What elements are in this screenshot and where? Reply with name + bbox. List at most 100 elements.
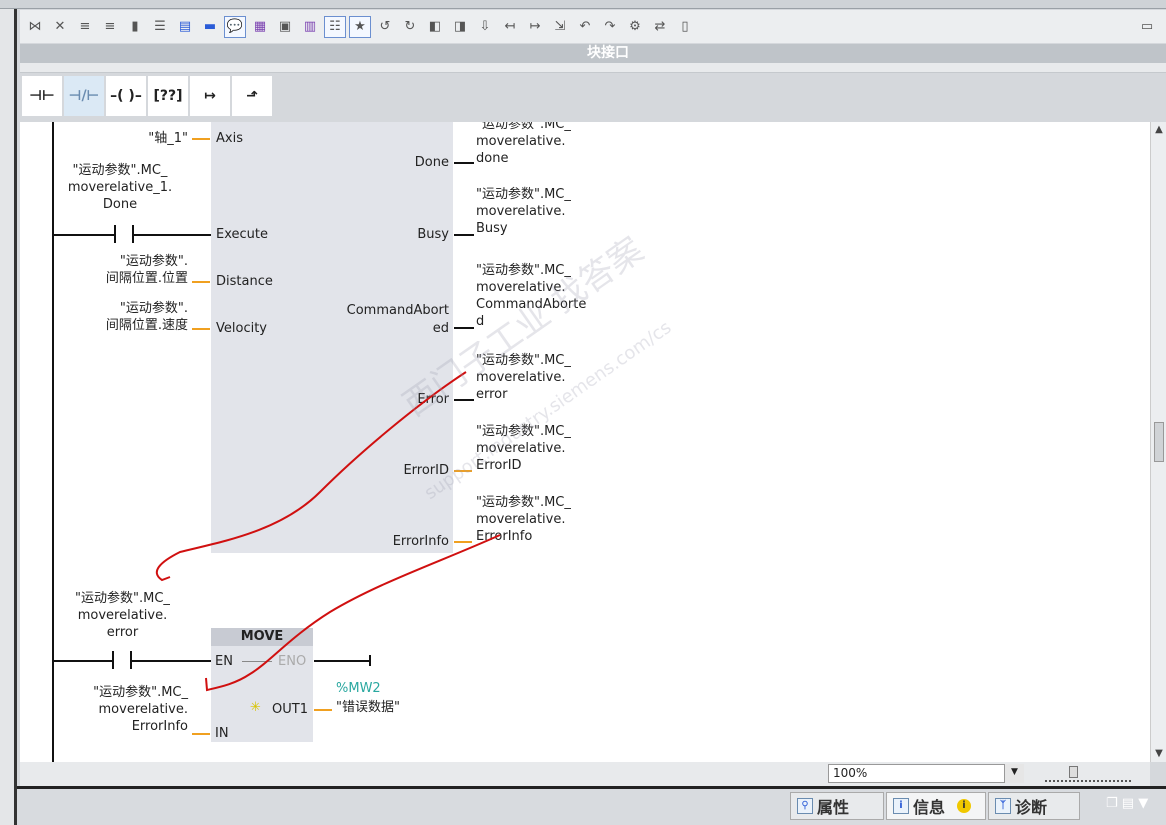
wire xyxy=(54,234,116,236)
scroll-down-icon[interactable]: ▼ xyxy=(1155,748,1163,759)
settings-icon[interactable]: ↷ xyxy=(604,19,616,34)
done-operand[interactable]: "运动参数".MC_ moverelative. done xyxy=(476,122,571,166)
error-wire xyxy=(454,399,474,401)
command-aborted-wire xyxy=(454,327,474,329)
delete-network-icon[interactable]: ✕ xyxy=(54,19,66,34)
close-branch-button[interactable]: ⬏ xyxy=(232,76,272,116)
en-eno-line xyxy=(242,661,272,662)
busy-pin: Busy xyxy=(417,227,449,242)
add-row-icon[interactable]: ≡ xyxy=(104,19,116,34)
command-aborted-pin: CommandAbort ed xyxy=(346,303,449,336)
distance-pin: Distance xyxy=(216,274,273,289)
power-rail xyxy=(52,122,54,762)
split-view-icon[interactable]: ▭ xyxy=(1140,19,1154,34)
ladder-editor[interactable]: "轴_1" Axis "运动参数".MC_ moverelative_1. Done… xyxy=(20,122,1150,762)
interface-splitter[interactable] xyxy=(20,63,1166,73)
out1-wire xyxy=(314,709,332,711)
busy-operand[interactable]: "运动参数".MC_ moverelative. Busy xyxy=(476,187,571,236)
zoom-slider-handle[interactable] xyxy=(1069,766,1079,778)
monitor-on-icon[interactable]: ⚙ xyxy=(629,19,641,34)
float-icon: ❐ xyxy=(1106,796,1118,811)
execute-contact-operand[interactable]: "运动参数".MC_ moverelative_1. Done xyxy=(67,163,173,212)
in-operand[interactable]: "运动参数".MC_ moverelative. ErrorInfo xyxy=(93,685,188,734)
velocity-pin: Velocity xyxy=(216,321,267,336)
monitor-icon[interactable]: ↺ xyxy=(379,19,391,34)
goto-icon[interactable]: ↶ xyxy=(579,19,591,34)
layout-icon: ▤ xyxy=(1121,796,1135,811)
busy-wire xyxy=(454,234,474,236)
out1-operand[interactable]: "错误数据" xyxy=(336,700,400,715)
errorinfo-wire xyxy=(454,541,472,543)
out1-pin: OUT1 xyxy=(272,702,308,717)
insert-row-icon[interactable]: ≡ xyxy=(79,19,91,34)
jump-back-icon[interactable]: ↤ xyxy=(504,19,516,34)
eno-wire xyxy=(314,660,370,662)
scroll-thumb[interactable] xyxy=(1154,422,1164,462)
insert-network-icon[interactable]: ⋈ xyxy=(28,19,42,34)
networks-close-icon[interactable]: ▬ xyxy=(203,19,217,34)
command-aborted-operand[interactable]: "运动参数".MC_ moverelative. CommandAborte d xyxy=(476,263,587,329)
menu-down-icon: ▼ xyxy=(1138,796,1149,811)
magnifier-icon: ⚲ xyxy=(797,798,813,814)
wire xyxy=(134,234,211,236)
display-tags-icon[interactable]: ▦ xyxy=(253,19,267,34)
execute-contact[interactable] xyxy=(114,225,134,243)
chevron-down-icon[interactable]: ▼ xyxy=(1004,764,1024,783)
tab-diagnostics[interactable]: ᛉ 诊断 xyxy=(988,792,1080,820)
networks-open-icon[interactable]: ▤ xyxy=(178,19,192,34)
errorinfo-pin: ErrorInfo xyxy=(392,534,449,549)
open-branch-button[interactable]: ↦ xyxy=(190,76,230,116)
move-contact-operand[interactable]: "运动参数".MC_ moverelative. error xyxy=(75,591,170,640)
distance-wire xyxy=(192,281,210,283)
wire xyxy=(132,660,212,662)
errorinfo-operand[interactable]: "运动参数".MC_ moverelative. ErrorInfo xyxy=(476,495,571,544)
axis-pin: Axis xyxy=(216,131,243,146)
execute-pin: Execute xyxy=(216,227,268,242)
display-addresses-icon[interactable]: ▥ xyxy=(303,19,317,34)
coil-button[interactable]: –( )– xyxy=(106,76,146,116)
favorites-icon[interactable]: ★ xyxy=(349,15,371,38)
memory-icon[interactable]: ▯ xyxy=(681,19,689,34)
velocity-operand[interactable]: "运动参数". 间隔位置.速度 xyxy=(105,301,188,333)
errorid-operand[interactable]: "运动参数".MC_ moverelative. ErrorID xyxy=(476,424,571,473)
block-interface-bar[interactable]: 块接口 xyxy=(20,44,1166,63)
compare-icon[interactable]: ◧ xyxy=(428,19,442,34)
tab-info[interactable]: i 信息 i xyxy=(886,792,986,820)
editor-toolbar: ⋈ ✕ ≡ ≡ ▮ ☰ ▤ ▬ 💬 ▦ ▣ ▥ ☷ ★ ↺ ↻ ◧ ◨ ⇩ ↤ ↦ ⇲ ↶ ↷ ⚙ ⇄ ▯ ▭ xyxy=(20,10,1166,43)
zoom-slider[interactable] xyxy=(1045,766,1131,782)
tab-properties[interactable]: ⚲ 属性 xyxy=(790,792,884,820)
normally-open-contact-button[interactable]: ⊣⊢ xyxy=(22,76,62,116)
bookmark-icon[interactable]: ⇲ xyxy=(554,19,566,34)
ladder-icon[interactable]: ↻ xyxy=(404,19,416,34)
left-panel xyxy=(0,9,17,825)
link-icon[interactable]: ⇄ xyxy=(654,19,666,34)
open-block-icon[interactable]: ▮ xyxy=(131,19,139,34)
download-icon[interactable]: ⇩ xyxy=(479,19,491,34)
eno-pin: ENO xyxy=(278,654,307,669)
top-strip xyxy=(0,0,1166,9)
comments-icon[interactable]: 💬 xyxy=(224,15,246,38)
move-title: MOVE xyxy=(211,628,313,646)
absolute-operand-icon[interactable]: ☰ xyxy=(154,19,166,34)
normally-closed-contact-button[interactable]: ⊣/⊢ xyxy=(64,76,104,116)
zoom-select[interactable]: 100% xyxy=(828,764,1024,783)
info-badge-icon: i xyxy=(957,799,972,813)
done-wire xyxy=(454,162,474,164)
errorid-wire xyxy=(454,470,472,472)
error-contact[interactable] xyxy=(112,651,132,669)
empty-box-button[interactable]: [??] xyxy=(148,76,188,116)
distance-operand[interactable]: "运动参数". 间隔位置.位置 xyxy=(105,254,188,286)
red-annotation-strokes xyxy=(155,371,501,692)
error-pin: Error xyxy=(417,392,449,407)
error-operand[interactable]: "运动参数".MC_ moverelative. error xyxy=(476,353,571,402)
navigation-list-icon[interactable]: ☷ xyxy=(324,15,346,38)
info-arrow-icon: i xyxy=(893,798,909,814)
jump-forward-icon[interactable]: ↦ xyxy=(529,19,541,34)
scroll-up-icon[interactable]: ▲ xyxy=(1155,124,1163,135)
window-controls[interactable]: ❐ ▤ ▼ xyxy=(1106,796,1148,811)
axis-operand[interactable]: "轴_1" xyxy=(148,131,188,146)
done-pin: Done xyxy=(414,155,449,170)
vertical-scrollbar[interactable]: ▲ ▼ xyxy=(1150,122,1166,762)
block-icon[interactable]: ◨ xyxy=(453,19,467,34)
display-comments-icon[interactable]: ▣ xyxy=(278,19,292,34)
